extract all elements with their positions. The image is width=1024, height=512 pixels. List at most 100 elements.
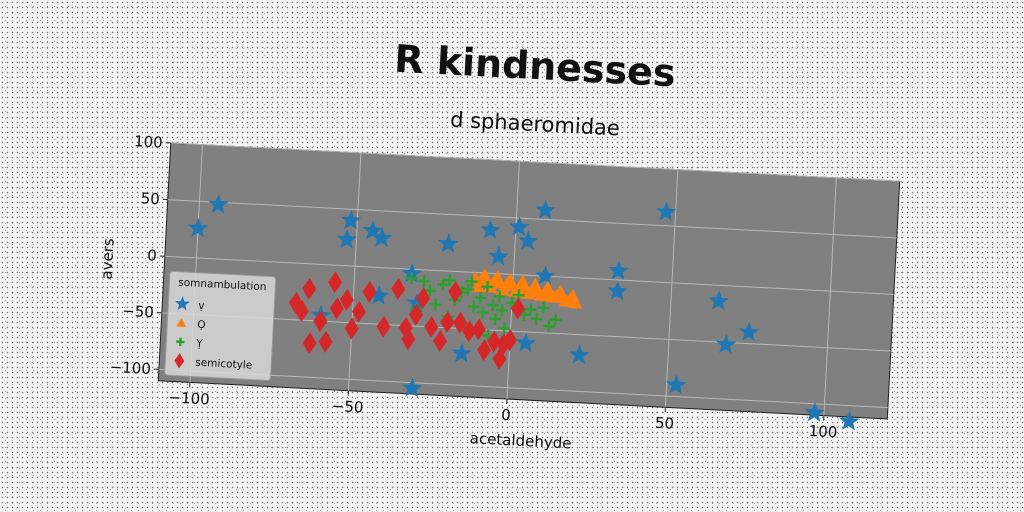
triangle-point [552,284,567,298]
diamond-point [318,330,333,353]
triangle-point [515,274,530,288]
diamond-point [398,316,413,339]
diamond-point [391,277,406,300]
y-tick-label: 100 [134,132,164,151]
triangle-point [477,268,492,282]
x-gridline [823,177,837,416]
star-point [569,344,590,365]
star-point [188,217,209,238]
plus-point [524,303,537,316]
series-diamond [288,271,525,370]
y-gridline [158,368,888,409]
plus-point [493,290,506,303]
legend-marker-triangle [176,317,187,328]
plus-point [436,278,450,291]
plus-point [467,300,480,313]
star-point [371,227,393,248]
star-point [656,201,677,222]
x-tick-label: 100 [808,422,838,441]
star-point [708,290,729,311]
x-gridline [347,153,362,391]
diamond-point [487,330,502,353]
star-point [738,321,760,342]
plus-point [476,306,489,319]
legend-marker-plus [176,337,185,347]
diamond-point [362,280,377,303]
plus-point [495,304,509,317]
legend-label: ṿ [198,300,205,312]
diamond-point [302,332,317,355]
plot-group: −100 −50 0 50 100 100 50 0 −50 −100 acetaldehyde av… [98,132,901,452]
triangle-point [527,277,542,291]
x-gridline [664,169,679,408]
star-point [402,377,423,398]
plus-point [530,312,543,325]
triangle-point [490,270,505,284]
plus-point [443,274,456,287]
x-tick-label: 50 [655,414,675,433]
star-point [208,193,229,214]
star-point [362,220,384,240]
y-axis-label: avers [98,238,118,280]
plus-point [481,280,494,293]
legend-label: semicotyle [195,357,253,372]
star-point [715,333,737,354]
y-tick-label: 50 [140,189,160,208]
plus-point [429,298,442,311]
legend-title: somnambulation [178,277,267,294]
diamond-point [511,297,525,320]
diamond-point [329,297,344,320]
plus-point [462,283,475,296]
x-tick-label: −50 [331,397,364,417]
star-point [517,230,539,251]
diamond-point [328,271,343,294]
plus-point [486,299,499,312]
plus-point [542,320,555,333]
diamond-point [313,310,328,333]
diamond-point [401,328,416,351]
y-tick-label: −50 [122,302,155,322]
legend-label: Ọ [197,319,206,331]
star-point [838,410,860,431]
diamond-point [339,288,354,311]
triangle-point [540,280,555,294]
diamond-point [408,303,423,326]
diamond-point [302,277,317,300]
diamond-point [453,311,468,334]
plus-point [405,272,418,285]
diamond-point [440,311,455,334]
x-tick-label: 0 [501,406,511,424]
diamond-point [503,329,517,352]
diamond-point [416,287,431,310]
y-gridline [164,255,894,295]
star-point [341,209,362,230]
diamond-point [471,318,486,341]
triangle-point [533,288,548,302]
plus-point [423,284,437,297]
legend-marker-star [175,296,190,311]
star-point [535,199,556,220]
star-point [607,280,628,301]
plus-point [489,312,502,326]
diamond-point [344,317,359,340]
diamond-point [433,330,448,353]
diamond-point [424,315,439,338]
legend-marker-diamond [174,353,185,369]
star-point [438,233,459,253]
y-gridline [161,312,891,352]
star-point [666,374,687,395]
star-point [451,342,472,363]
diamond-point [351,300,366,323]
triangle-point [565,288,580,302]
plus-point [418,275,431,288]
y-gridline [170,142,900,182]
y-tick-label: 0 [147,246,157,264]
star-point [509,216,530,237]
diamond-point [288,291,303,314]
diamond-point [477,339,492,362]
star-point [535,265,556,286]
star-point [480,219,501,240]
